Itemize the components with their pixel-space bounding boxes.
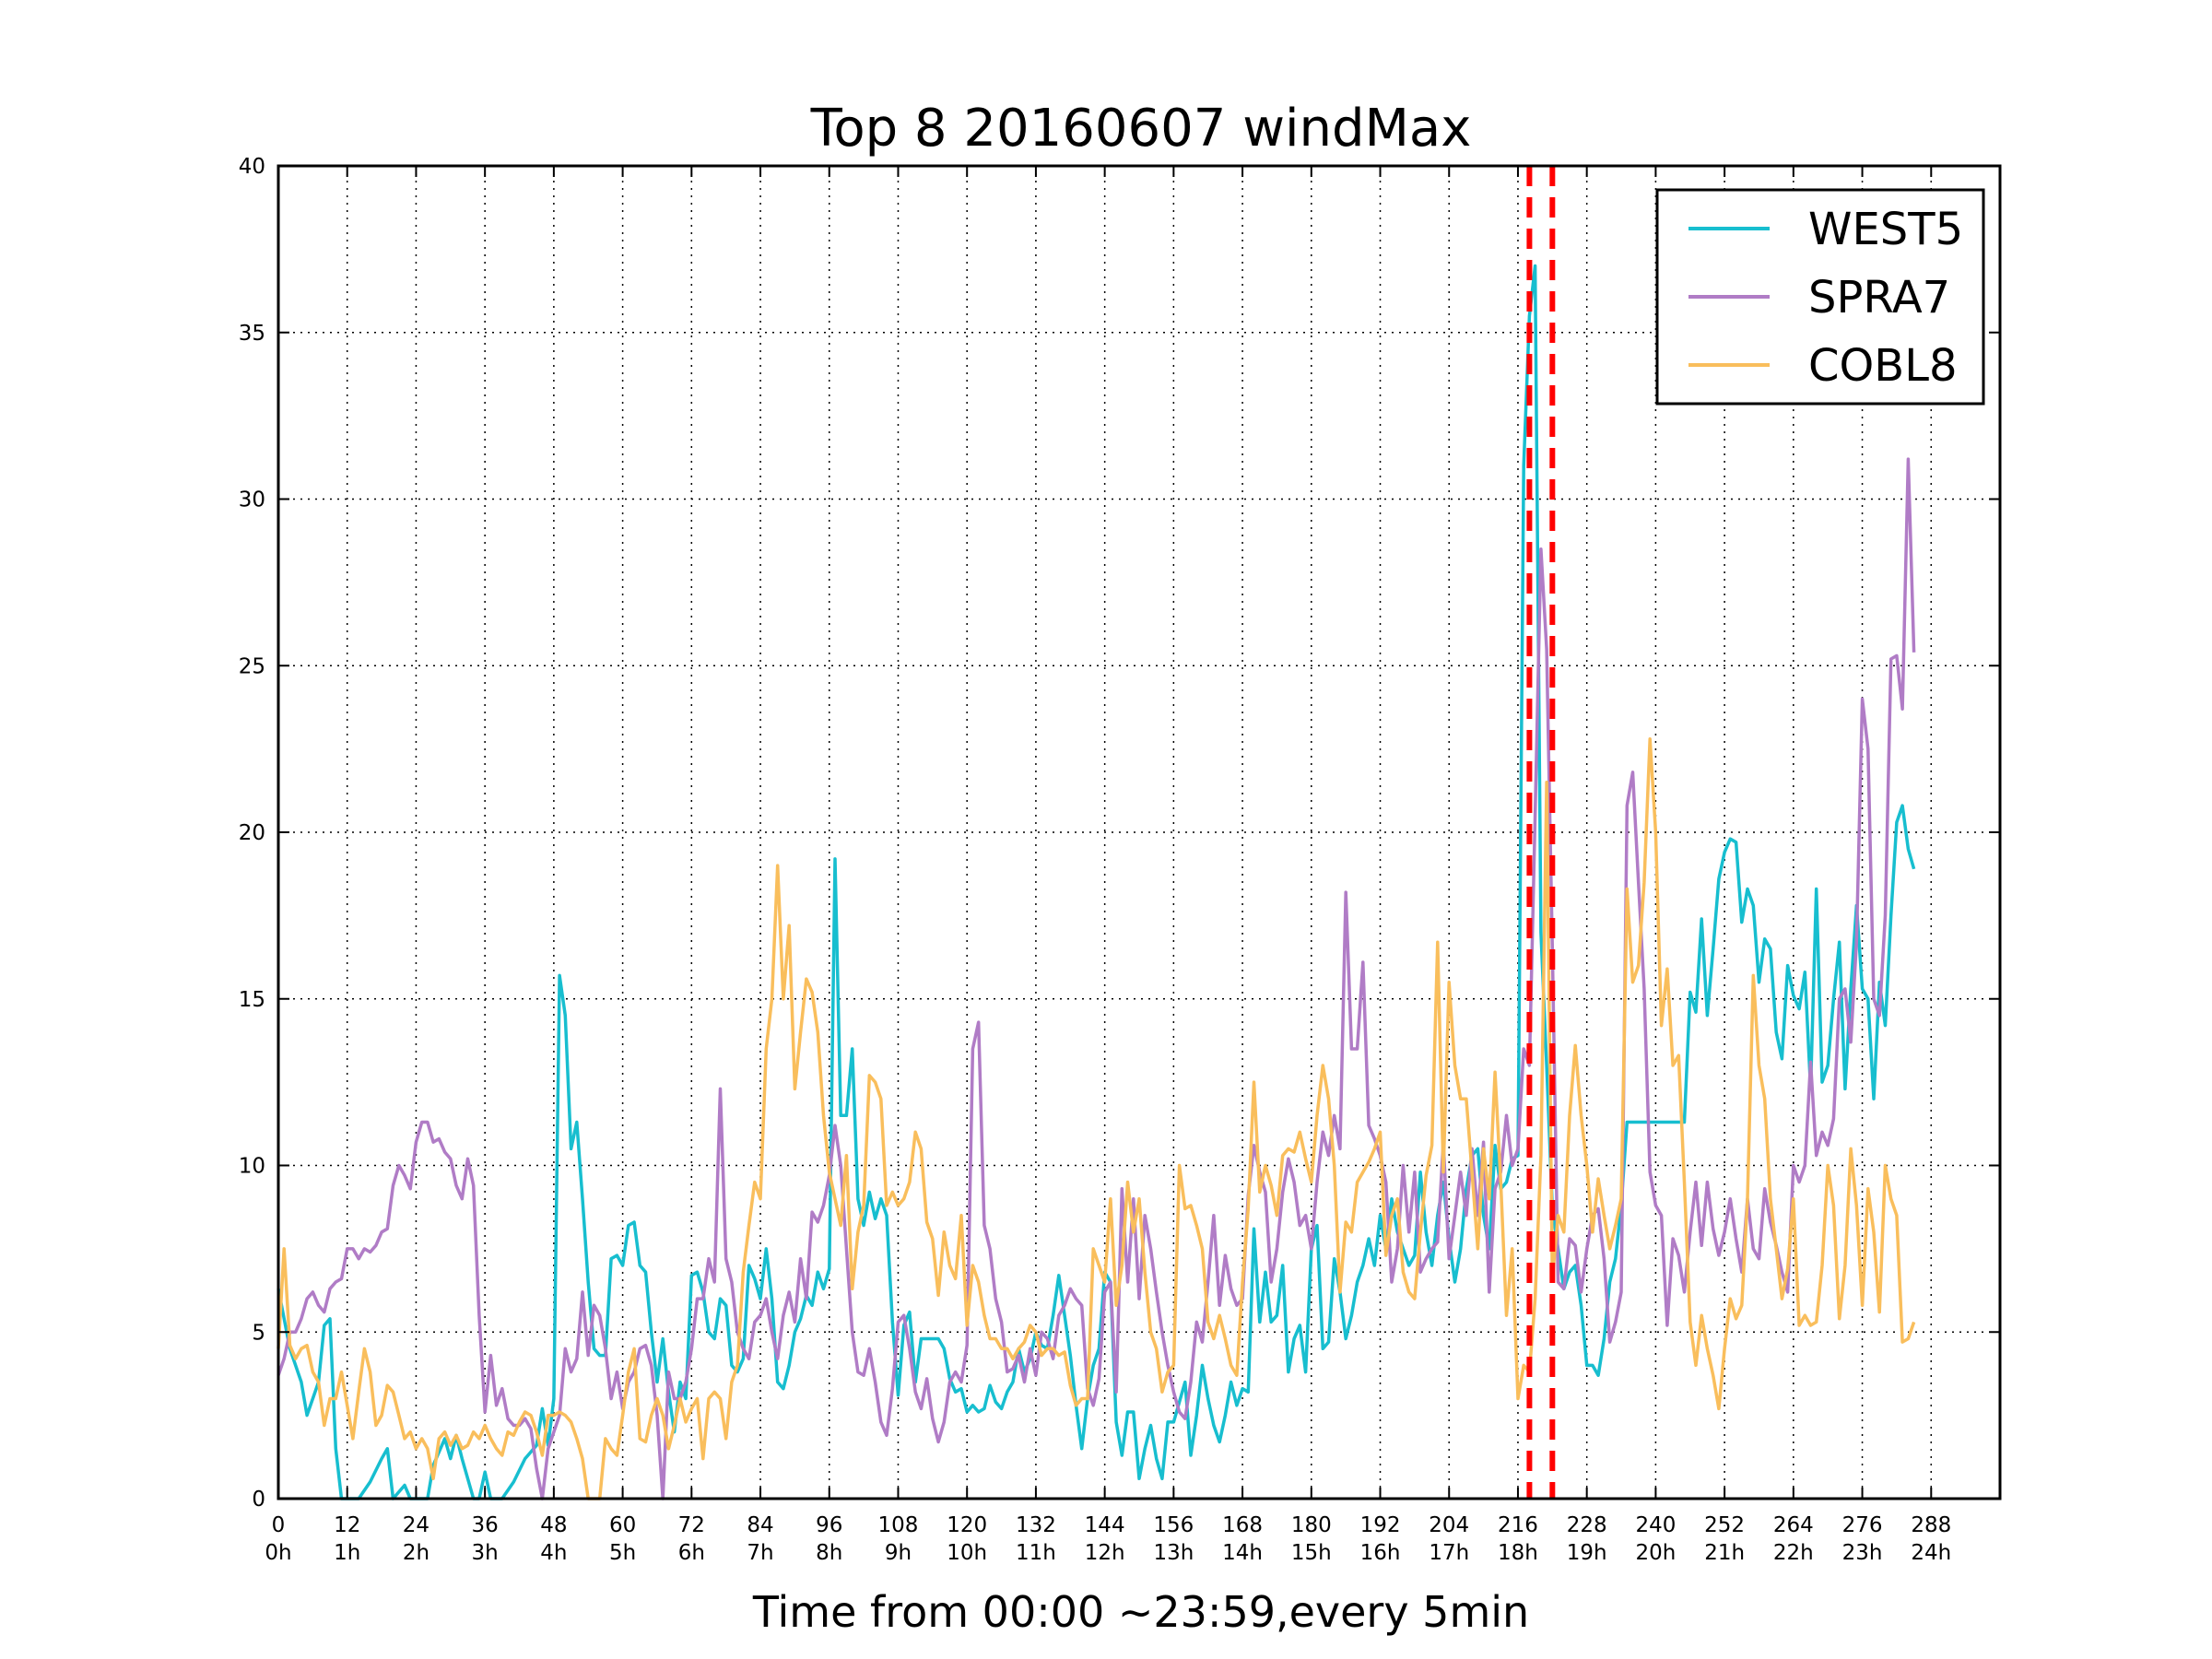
x-tick-label: 228 (1567, 1513, 1607, 1537)
x-tick-label: 252 (1704, 1513, 1745, 1537)
x-tick-sublabel: 10h (947, 1541, 987, 1565)
x-axis-label: Time from 00:00 ~23:59,every 5min (752, 1587, 1529, 1637)
x-tick-sublabel: 12h (1085, 1541, 1125, 1565)
y-tick-label: 25 (239, 654, 265, 678)
series-line-cobl8 (276, 737, 1916, 1500)
series-layer (276, 264, 1916, 1500)
x-tick-label: 276 (1842, 1513, 1883, 1537)
x-tick-label: 156 (1153, 1513, 1194, 1537)
x-tick-label: 48 (540, 1513, 567, 1537)
x-tick-sublabel: 15h (1291, 1541, 1332, 1565)
x-tick-label: 72 (678, 1513, 705, 1537)
x-tick-label: 96 (816, 1513, 842, 1537)
x-tick-label: 24 (403, 1513, 429, 1537)
x-tick-sublabel: 14h (1222, 1541, 1263, 1565)
x-tick-label: 264 (1773, 1513, 1814, 1537)
x-tick-sublabel: 7h (747, 1541, 773, 1565)
x-tick-sublabel: 20h (1635, 1541, 1676, 1565)
chart-title: Top 8 20160607 windMax (810, 99, 1472, 159)
x-tick-sublabel: 17h (1429, 1541, 1469, 1565)
x-tick-label: 216 (1498, 1513, 1538, 1537)
x-tick-sublabel: 22h (1773, 1541, 1814, 1565)
x-tick-sublabel: 2h (403, 1541, 429, 1565)
y-tick-label: 0 (252, 1488, 265, 1512)
x-tick-label: 144 (1085, 1513, 1125, 1537)
x-tick-sublabel: 11h (1016, 1541, 1056, 1565)
y-tick-label: 20 (239, 821, 265, 845)
x-tick-label: 288 (1911, 1513, 1951, 1537)
x-tick-sublabel: 8h (816, 1541, 842, 1565)
x-tick-label: 36 (472, 1513, 499, 1537)
x-tick-sublabel: 21h (1704, 1541, 1745, 1565)
y-tick-label: 35 (239, 322, 265, 346)
x-tick-sublabel: 5h (609, 1541, 636, 1565)
x-tick-label: 60 (609, 1513, 636, 1537)
vline-layer (1526, 166, 1556, 1499)
x-tick-sublabel: 23h (1842, 1541, 1883, 1565)
x-tick-sublabel: 19h (1567, 1541, 1607, 1565)
x-tick-sublabel: 9h (885, 1541, 912, 1565)
x-tick-sublabel: 1h (334, 1541, 360, 1565)
x-tick-label: 168 (1222, 1513, 1263, 1537)
x-tick-label: 240 (1635, 1513, 1676, 1537)
x-tick-label: 204 (1429, 1513, 1469, 1537)
x-tick-sublabel: 6h (678, 1541, 705, 1565)
x-tick-sublabel: 16h (1360, 1541, 1401, 1565)
x-tick-sublabel: 24h (1911, 1541, 1951, 1565)
legend: WEST5 SPRA7 COBL8 (1655, 188, 1985, 406)
x-tick-label: 180 (1291, 1513, 1332, 1537)
x-tick-label: 108 (878, 1513, 919, 1537)
x-tick-label: 132 (1016, 1513, 1056, 1537)
x-tick-sublabel: 4h (540, 1541, 567, 1565)
x-tick-label: 12 (334, 1513, 360, 1537)
y-tick-label: 15 (239, 988, 265, 1012)
x-tick-sublabel: 0h (265, 1541, 291, 1565)
x-tick-label: 120 (947, 1513, 987, 1537)
legend-label: WEST5 (1808, 204, 1963, 255)
x-tick-sublabel: 13h (1153, 1541, 1194, 1565)
x-tick-sublabel: 18h (1498, 1541, 1538, 1565)
y-tick-label: 40 (239, 155, 265, 179)
x-tick-sublabel: 3h (472, 1541, 499, 1565)
legend-label: COBL8 (1808, 340, 1958, 392)
ticks: 0 0h 12 1h 24 2h 36 3h 48 4h 60 5h 72 6h 84 7h 96 8h 108 9h… (239, 155, 2000, 1565)
y-tick-label: 10 (239, 1155, 265, 1179)
x-tick-label: 0 (272, 1513, 286, 1537)
y-tick-label: 5 (252, 1321, 265, 1345)
y-tick-label: 30 (239, 488, 265, 512)
x-tick-label: 192 (1360, 1513, 1401, 1537)
legend-label: SPRA7 (1808, 272, 1950, 324)
x-tick-label: 84 (747, 1513, 773, 1537)
